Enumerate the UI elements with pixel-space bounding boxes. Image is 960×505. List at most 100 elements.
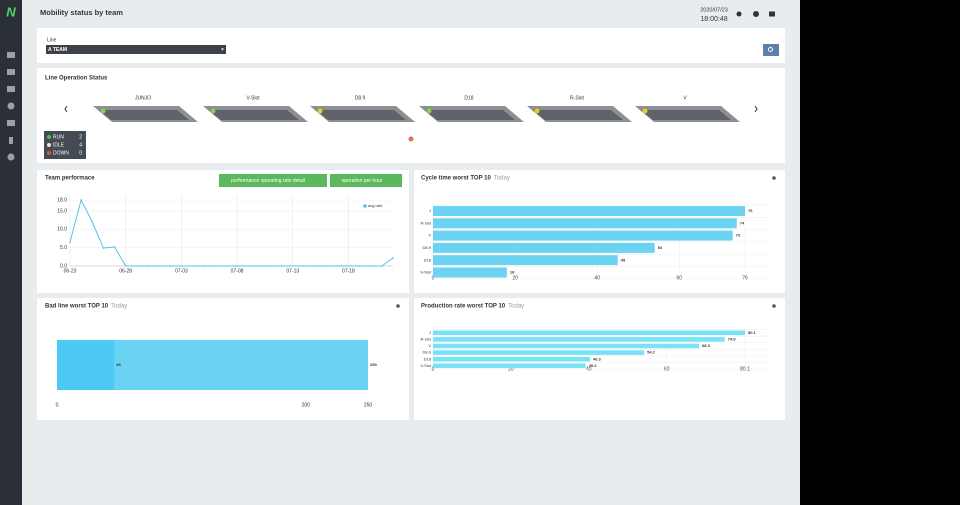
y-tick-label: V [428,233,431,238]
point [147,265,149,267]
point [102,247,105,249]
x-tick-label: 06-28 [119,268,132,274]
bar [433,363,586,369]
point [280,265,283,267]
hour-button[interactable] [330,174,402,187]
value-label: 54 [658,245,663,250]
bar [433,356,590,362]
machine-label: JUNJO [135,95,151,101]
value-label: 80.1 [748,330,757,335]
y-tick-label: D8.9 [423,245,432,250]
machine-label: V [683,95,687,101]
y-tick-label: 10.0 [57,227,67,233]
point [303,265,305,267]
x-tick-label: 250 [364,402,373,408]
chart-subtitle: Today [494,176,510,182]
point [191,265,194,267]
zoom-icons [396,176,776,308]
value-label: 74.9 [728,336,737,341]
point [325,265,327,267]
x-tick-label: 07-03 [175,268,188,274]
machine-belt [641,110,731,120]
value-label: 74 [740,220,745,225]
point [258,265,261,267]
machine-belt [99,110,189,120]
bar [433,350,645,355]
machine-belt [316,110,406,120]
page-title: Mobility status by team [40,8,123,17]
x-tick-label: 76 [742,275,748,281]
bar [433,330,745,336]
machine-label: R-Slot [570,95,585,101]
page-dot[interactable] [408,136,414,142]
point [213,265,216,267]
chart-title: Production rate worst TOP 10 [421,304,506,310]
y-tick-label: J [429,208,431,213]
machine-label: V-Slot [246,95,260,101]
point [91,221,94,223]
point [180,265,183,267]
icon[interactable] [7,153,15,161]
point [69,241,71,243]
detail-button[interactable] [219,174,327,187]
bar [433,218,737,229]
legend-name: IDLE [53,142,65,148]
value-label: 68.3 [702,343,711,348]
point [314,265,316,267]
prev-arrow[interactable] [64,105,68,113]
bar [57,340,115,390]
legend-dot [47,151,51,155]
zoom-icon[interactable] [396,304,400,308]
y-tick-label: J [429,330,431,335]
machine-light [534,108,540,114]
point [247,265,250,267]
point [358,265,361,267]
search-button[interactable] [763,44,779,56]
bar [433,242,655,253]
y-tick-label: V [428,343,431,348]
legend-dot [47,143,51,147]
bar [433,206,745,216]
point [80,199,82,201]
sidebar [0,0,22,505]
legend-count: 0 [79,150,82,156]
value-label: 46 [116,362,121,367]
point [381,265,383,267]
team-select[interactable] [46,45,226,54]
y-tick-label: 15.0 [57,208,67,214]
value-label: 18 [510,270,515,275]
sidebar-icons [7,52,15,161]
y-tick-label: D18 [424,356,432,361]
machine-belt [209,110,299,120]
value-label: 54.2 [647,350,656,355]
logo: N [6,4,16,19]
time: 18:00:48 [700,16,727,23]
icon[interactable] [7,102,15,110]
value-label: 250 [370,362,377,367]
icon[interactable] [9,137,13,144]
next-arrow[interactable] [754,105,758,113]
y-tick-label: V-Slot [420,363,432,368]
y-tick-label: D8.9 [423,350,432,355]
button-label: performance operating rate detail [231,178,305,184]
icon[interactable] [7,120,15,126]
legend-count: 4 [79,142,82,148]
filter-label: Line [47,37,57,43]
x-tick-label: 200 [302,402,311,408]
settings-icon[interactable] [753,11,759,17]
icon[interactable] [7,69,15,75]
y-tick-label: D18 [424,257,432,262]
chart-title: Cycle time worst TOP 10 [421,176,491,182]
point [336,265,339,267]
value-label: 45 [621,257,626,262]
location-icon[interactable] [736,11,742,17]
zoom-icon[interactable] [772,176,776,180]
icon[interactable] [7,52,15,58]
icon[interactable] [7,86,15,92]
logout-icon[interactable] [769,11,775,17]
zoom-icon[interactable] [772,304,776,308]
value-label: 76 [748,208,753,213]
point [291,265,294,267]
